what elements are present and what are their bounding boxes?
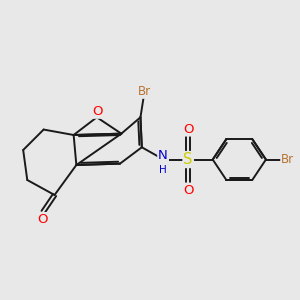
Text: N: N — [158, 149, 168, 162]
Text: S: S — [184, 152, 193, 167]
Text: Br: Br — [138, 85, 151, 98]
Text: O: O — [37, 213, 47, 226]
Text: Br: Br — [281, 153, 294, 166]
Text: O: O — [183, 122, 194, 136]
Text: O: O — [183, 184, 194, 196]
Text: O: O — [92, 105, 103, 118]
Text: H: H — [159, 165, 167, 175]
